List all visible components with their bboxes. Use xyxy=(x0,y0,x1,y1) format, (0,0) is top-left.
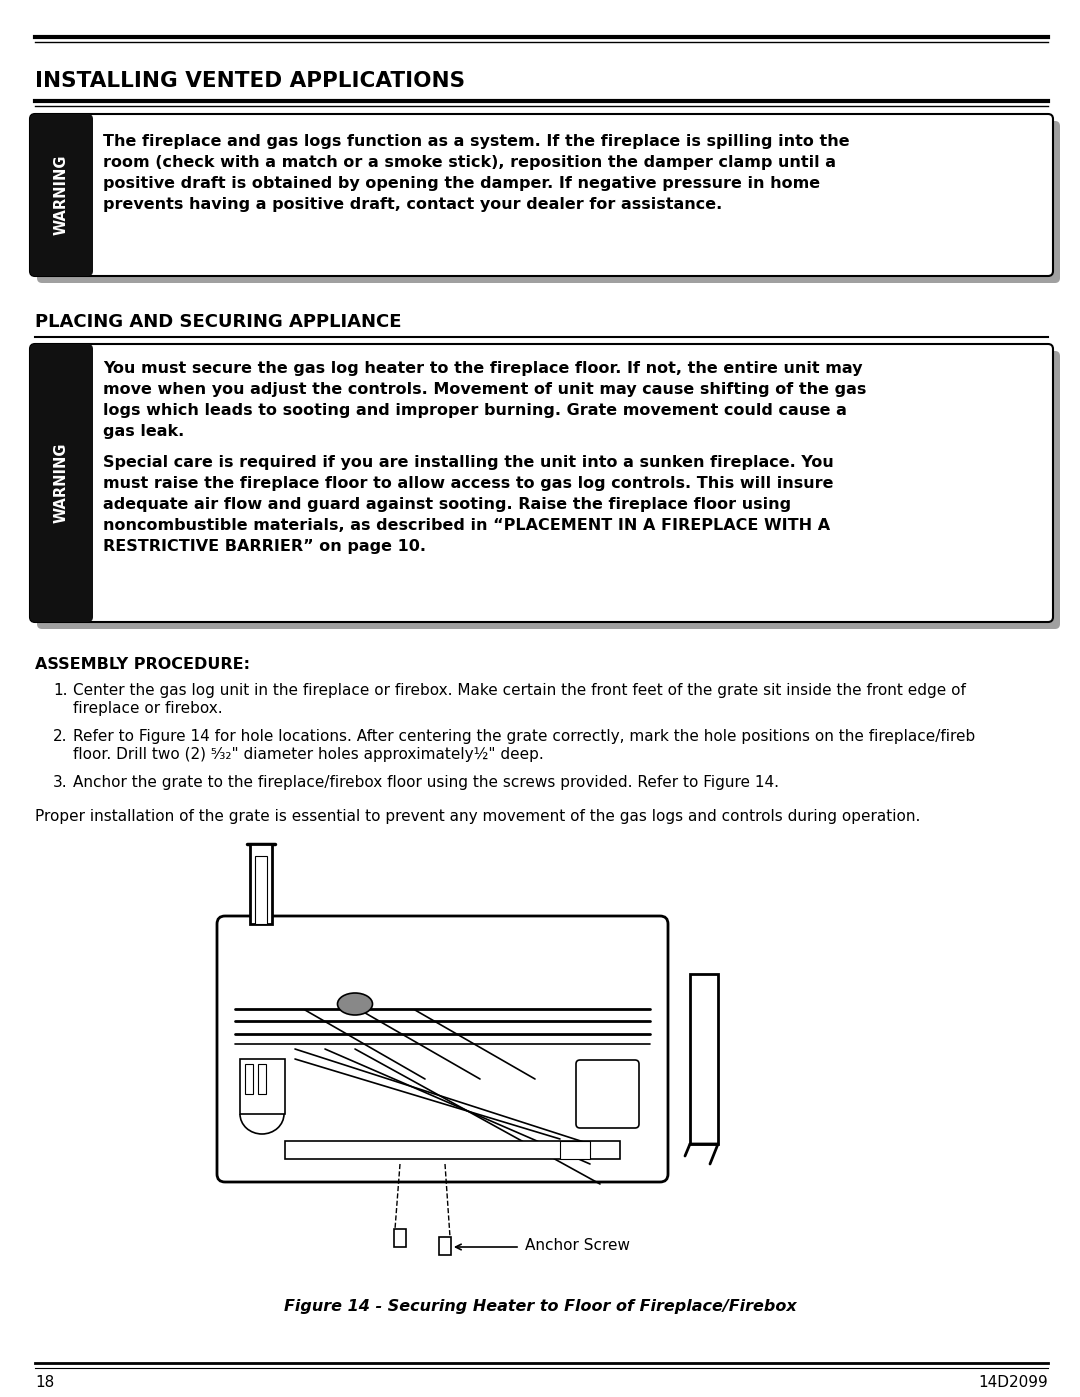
Bar xyxy=(690,974,718,1144)
Text: RESTRICTIVE BARRIER” on page 10.: RESTRICTIVE BARRIER” on page 10. xyxy=(103,539,426,555)
Text: 18: 18 xyxy=(35,1375,54,1390)
Text: Anchor the grate to the fireplace/firebox floor using the screws provided. Refer: Anchor the grate to the fireplace/firebo… xyxy=(73,775,779,789)
Bar xyxy=(245,1065,253,1094)
Text: 2.: 2. xyxy=(53,729,67,745)
Text: noncombustible materials, as described in “PLACEMENT IN A FIREPLACE WITH A: noncombustible materials, as described i… xyxy=(103,518,831,534)
Text: positive draft is obtained by opening the damper. If negative pressure in home: positive draft is obtained by opening th… xyxy=(103,176,820,191)
FancyBboxPatch shape xyxy=(30,344,1053,622)
Text: floor. Drill two (2) ⁵⁄₃₂" diameter holes approximately½" deep.: floor. Drill two (2) ⁵⁄₃₂" diameter hole… xyxy=(73,747,543,761)
Text: Refer to Figure 14 for hole locations. After centering the grate correctly, mark: Refer to Figure 14 for hole locations. A… xyxy=(73,729,975,745)
Text: The fireplace and gas logs function as a system. If the fireplace is spilling in: The fireplace and gas logs function as a… xyxy=(103,134,850,149)
Text: prevents having a positive draft, contact your dealer for assistance.: prevents having a positive draft, contac… xyxy=(103,197,723,212)
Text: logs which leads to sooting and improper burning. Grate movement could cause a: logs which leads to sooting and improper… xyxy=(103,402,847,418)
Bar xyxy=(35,119,87,271)
FancyBboxPatch shape xyxy=(217,916,669,1182)
FancyBboxPatch shape xyxy=(37,122,1059,284)
Text: gas leak.: gas leak. xyxy=(103,425,185,439)
Text: 14D2099: 14D2099 xyxy=(978,1375,1048,1390)
Text: WARNING: WARNING xyxy=(54,155,68,235)
Bar xyxy=(561,1141,590,1160)
Text: fireplace or firebox.: fireplace or firebox. xyxy=(73,701,222,717)
Bar xyxy=(255,856,267,923)
Text: Center the gas log unit in the fireplace or firebox. Make certain the front feet: Center the gas log unit in the fireplace… xyxy=(73,683,966,698)
Bar xyxy=(249,844,272,923)
Text: Proper installation of the grate is essential to prevent any movement of the gas: Proper installation of the grate is esse… xyxy=(35,809,920,824)
Bar xyxy=(285,1141,620,1160)
Text: Figure 14 - Securing Heater to Floor of Fireplace/Firebox: Figure 14 - Securing Heater to Floor of … xyxy=(284,1299,796,1315)
Text: You must secure the gas log heater to the fireplace floor. If not, the entire un: You must secure the gas log heater to th… xyxy=(103,360,863,376)
Text: 3.: 3. xyxy=(53,775,68,789)
Bar xyxy=(35,349,87,617)
FancyBboxPatch shape xyxy=(37,351,1059,629)
FancyBboxPatch shape xyxy=(30,115,1053,277)
Text: Special care is required if you are installing the unit into a sunken fireplace.: Special care is required if you are inst… xyxy=(103,455,834,469)
FancyBboxPatch shape xyxy=(30,115,93,277)
Text: move when you adjust the controls. Movement of unit may cause shifting of the ga: move when you adjust the controls. Movem… xyxy=(103,381,866,397)
Bar xyxy=(438,1236,451,1255)
Text: 1.: 1. xyxy=(53,683,67,698)
Bar xyxy=(240,1059,285,1113)
Text: room (check with a match or a smoke stick), reposition the damper clamp until a: room (check with a match or a smoke stic… xyxy=(103,155,836,170)
Text: Anchor Screw: Anchor Screw xyxy=(525,1238,630,1253)
Text: WARNING: WARNING xyxy=(54,443,68,524)
Text: adequate air flow and guard against sooting. Raise the fireplace floor using: adequate air flow and guard against soot… xyxy=(103,497,792,511)
FancyBboxPatch shape xyxy=(576,1060,639,1127)
Bar xyxy=(258,1065,266,1094)
Text: INSTALLING VENTED APPLICATIONS: INSTALLING VENTED APPLICATIONS xyxy=(35,71,465,91)
Text: ASSEMBLY PROCEDURE:: ASSEMBLY PROCEDURE: xyxy=(35,657,249,672)
Bar xyxy=(394,1229,406,1248)
Ellipse shape xyxy=(337,993,373,1016)
Text: PLACING AND SECURING APPLIANCE: PLACING AND SECURING APPLIANCE xyxy=(35,313,402,331)
Text: must raise the fireplace floor to allow access to gas log controls. This will in: must raise the fireplace floor to allow … xyxy=(103,476,834,490)
FancyBboxPatch shape xyxy=(30,344,93,622)
